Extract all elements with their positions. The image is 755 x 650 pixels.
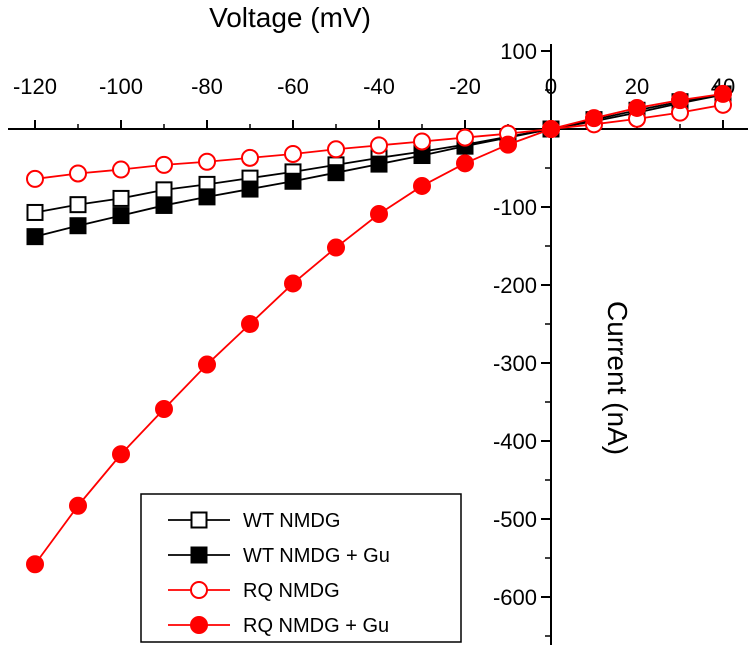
data-point bbox=[456, 128, 474, 147]
data-point bbox=[190, 616, 208, 634]
data-point bbox=[26, 555, 44, 574]
data-point bbox=[628, 98, 646, 117]
x-tick-label: -120 bbox=[13, 74, 57, 99]
data-point bbox=[370, 205, 388, 224]
legend-item: RQ NMDG + Gu bbox=[168, 615, 389, 637]
data-point bbox=[241, 315, 259, 333]
y-axis-title: Current (nA) bbox=[602, 301, 633, 455]
data-point bbox=[499, 135, 517, 154]
data-point bbox=[198, 152, 216, 171]
data-point bbox=[413, 176, 431, 195]
data-point bbox=[198, 355, 216, 374]
data-point bbox=[542, 120, 560, 138]
x-tick-label: -20 bbox=[449, 74, 481, 99]
data-point bbox=[155, 181, 173, 199]
y-tick-label: 100 bbox=[500, 39, 537, 64]
legend-label: RQ NMDG bbox=[243, 580, 340, 602]
data-point bbox=[241, 180, 259, 198]
data-point bbox=[284, 274, 302, 293]
data-point bbox=[190, 546, 208, 564]
data-point bbox=[671, 91, 689, 110]
data-point bbox=[198, 188, 216, 206]
data-point bbox=[69, 217, 87, 235]
y-tick-label: -300 bbox=[493, 351, 537, 376]
data-point bbox=[190, 511, 208, 529]
data-point bbox=[714, 84, 732, 103]
data-point bbox=[112, 160, 130, 179]
y-tick-label: -600 bbox=[493, 585, 537, 610]
data-point bbox=[413, 132, 431, 151]
y-tick-label: -100 bbox=[493, 195, 537, 220]
y-tick-label: -200 bbox=[493, 273, 537, 298]
data-point bbox=[241, 148, 259, 167]
data-point bbox=[112, 189, 130, 207]
data-point bbox=[26, 169, 44, 188]
data-point bbox=[370, 155, 388, 173]
x-tick-label: -60 bbox=[277, 74, 309, 99]
series bbox=[26, 84, 732, 574]
y-tick-label: -500 bbox=[493, 507, 537, 532]
data-point bbox=[69, 196, 87, 214]
legend-label: RQ NMDG + Gu bbox=[243, 615, 389, 637]
axes: Voltage (mV) Current (nA) -120 -100 -80 -60… bbox=[8, 2, 748, 645]
y-tick-label: -400 bbox=[493, 429, 537, 454]
data-point bbox=[327, 238, 345, 257]
data-point bbox=[585, 109, 603, 128]
legend-label: WT NMDG + Gu bbox=[243, 545, 390, 567]
legend-item: WT NMDG bbox=[168, 510, 340, 532]
data-point bbox=[456, 154, 474, 173]
x-tick-label: 0 bbox=[545, 74, 557, 99]
data-point bbox=[327, 140, 345, 159]
data-point bbox=[284, 144, 302, 163]
data-point bbox=[69, 496, 87, 515]
data-point bbox=[112, 207, 130, 225]
data-point bbox=[26, 228, 44, 246]
data-point bbox=[112, 445, 130, 464]
x-tick-label: -80 bbox=[191, 74, 223, 99]
data-point bbox=[155, 400, 173, 419]
series-layer bbox=[26, 84, 732, 574]
legend-item: WT NMDG + Gu bbox=[168, 545, 390, 567]
legend-item: RQ NMDG bbox=[168, 580, 340, 602]
x-axis-title: Voltage (mV) bbox=[209, 2, 371, 33]
x-tick-label: -100 bbox=[99, 74, 143, 99]
data-point bbox=[69, 164, 87, 183]
data-point bbox=[370, 136, 388, 155]
legend: WT NMDG WT NMDG + Gu RQ NMDG RQ NMDG + Gu bbox=[140, 493, 462, 643]
data-point bbox=[327, 164, 345, 182]
x-tick-label: 20 bbox=[625, 74, 649, 99]
data-point bbox=[26, 203, 44, 221]
data-point bbox=[155, 196, 173, 214]
data-point bbox=[155, 155, 173, 174]
legend-label: WT NMDG bbox=[243, 510, 340, 532]
data-point bbox=[284, 172, 302, 190]
x-tick-label: -40 bbox=[363, 74, 395, 99]
series bbox=[26, 95, 732, 188]
data-point bbox=[190, 581, 208, 599]
